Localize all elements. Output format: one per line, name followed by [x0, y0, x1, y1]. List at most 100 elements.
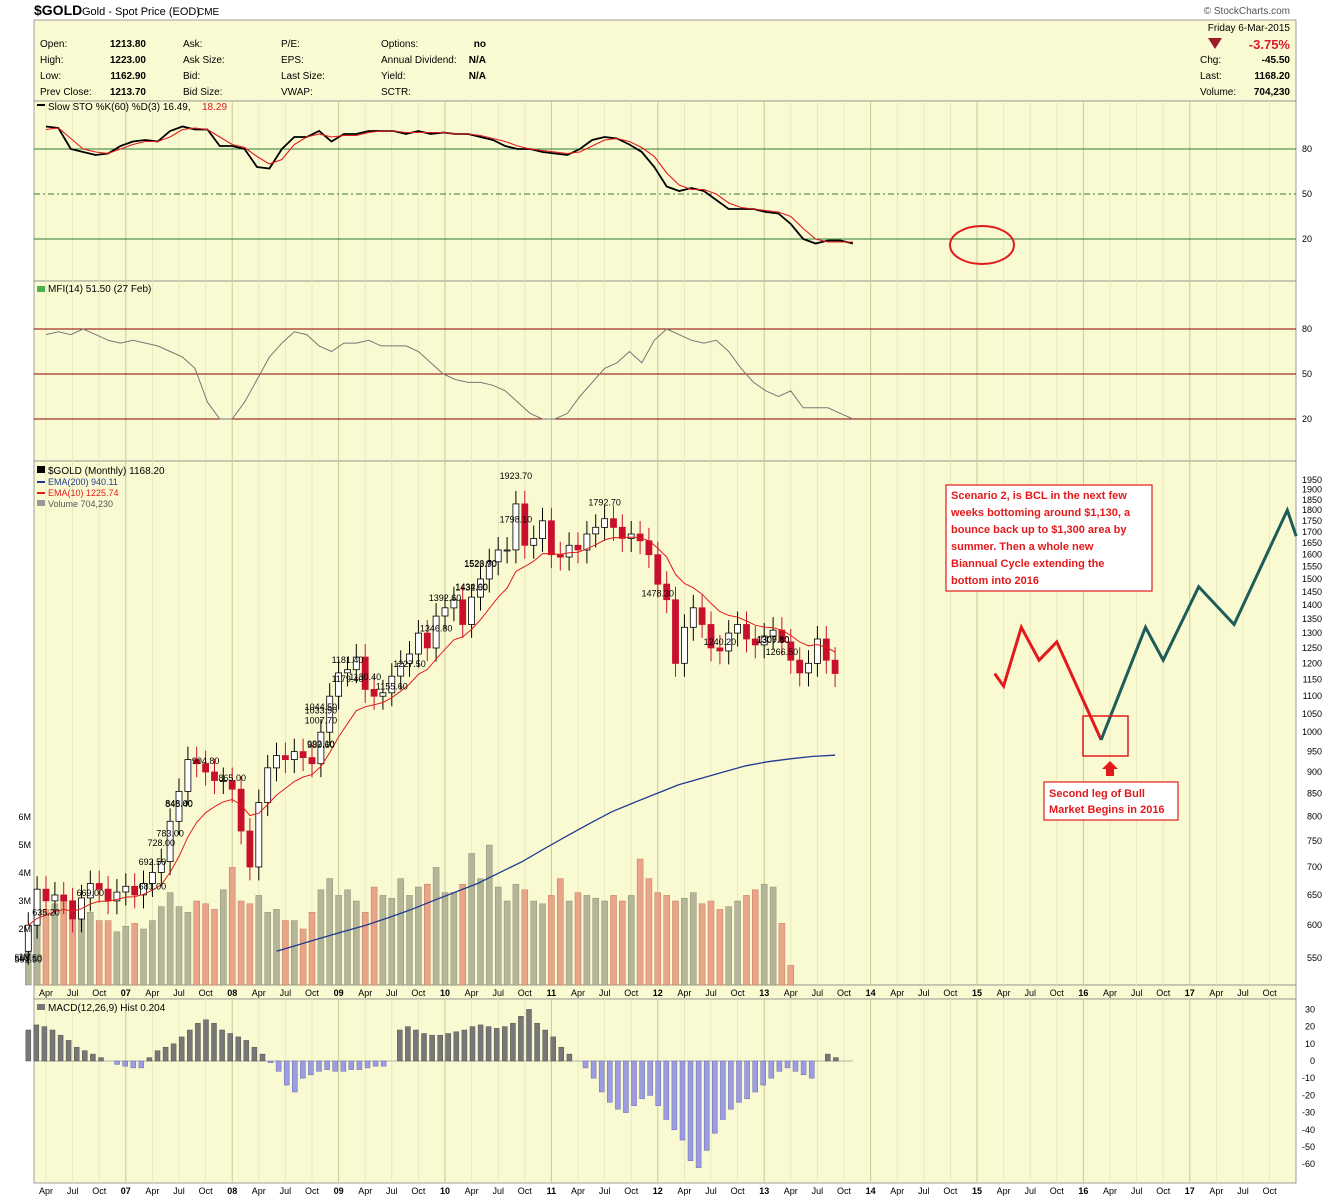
candle-body [681, 626, 688, 664]
candle-body [503, 549, 511, 552]
date-tick-label: Oct [837, 1186, 852, 1196]
date-tick-label: Oct [518, 1186, 533, 1196]
candle-body [494, 549, 502, 563]
macd-hist-bar [154, 1050, 161, 1062]
date-tick-label: 15 [972, 988, 982, 998]
date-tick-label: 10 [440, 1186, 450, 1196]
date-tick-label: 16 [1078, 988, 1088, 998]
mfi-tick-label: 20 [1302, 414, 1312, 424]
candle-body [246, 830, 254, 868]
candle-body [459, 599, 467, 625]
quote-block: Open: 1213.80 High: 1223.00 Low: 1162.90… [40, 23, 1290, 98]
date-tick-label: Oct [1156, 988, 1171, 998]
macd-hist-bar [566, 1053, 573, 1062]
macd-hist-bar [736, 1060, 742, 1103]
macd-hist-bar [372, 1060, 379, 1067]
quote-chg-label: Chg: [1200, 55, 1221, 66]
macd-hist-bar [623, 1060, 629, 1113]
macd-hist-bar [776, 1060, 783, 1072]
volume-bar [681, 897, 688, 986]
date-tick-label: Oct [92, 1186, 107, 1196]
macd-hist-bar [356, 1060, 363, 1070]
price-label: 1346.80 [420, 624, 453, 634]
mfi-tick-label: 50 [1302, 369, 1312, 379]
price-tick-label: 1150 [1303, 674, 1322, 684]
candle-body [618, 526, 626, 539]
volume-bar [663, 895, 670, 986]
quote-bid-label: Bid: [183, 71, 200, 82]
macd-hist-bar [195, 1022, 201, 1062]
date-tick-label: Jul [1237, 988, 1249, 998]
macd-hist-bar [187, 1029, 193, 1062]
volume-bar [202, 903, 209, 986]
mfi-legend-icon [37, 286, 45, 292]
price-tick-label: 1650 [1302, 538, 1322, 548]
candle-body [335, 672, 343, 697]
candle-body [148, 872, 156, 884]
bull-note-box [1043, 781, 1179, 821]
candle-body [663, 583, 671, 601]
macd-hist-bar [364, 1060, 371, 1069]
macd-hist-bar [607, 1060, 613, 1103]
macd-hist-bar [833, 1057, 839, 1062]
price-label: 1792.70 [588, 498, 621, 508]
candle-body [769, 629, 777, 637]
date-tick-label: Jul [280, 1186, 292, 1196]
volume-bar [282, 920, 289, 986]
macd-hist-bar [655, 1060, 661, 1106]
price-tick-label: 1300 [1302, 628, 1322, 638]
sto-legend-icon [37, 104, 45, 106]
quote-open-value: 1213.80 [110, 39, 147, 50]
candle-body [450, 599, 458, 609]
macd-hist-bar [397, 1029, 403, 1062]
volume-tick-label: 2M [18, 924, 31, 934]
volume-bar [246, 903, 254, 986]
candle-body [583, 533, 591, 551]
date-tick-label: Apr [890, 988, 904, 998]
date-tick-label: Apr [465, 988, 479, 998]
price-tick-label: 1250 [1302, 643, 1322, 653]
date-tick-label: 15 [972, 1186, 982, 1196]
quote-bidsize-label: Bid Size: [183, 87, 222, 98]
macd-hist-bar [453, 1031, 460, 1062]
candle-body [521, 503, 529, 546]
price-label: 1392.60 [429, 593, 462, 603]
price-label: 1309.10 [757, 635, 790, 645]
quote-open-label: Open: [40, 39, 67, 50]
quote-volume-value: 704,230 [1254, 87, 1291, 98]
quote-options-label: Options: [381, 39, 418, 50]
date-tick-label: Apr [252, 1186, 266, 1196]
candle-body [565, 544, 573, 558]
date-tick-label: Jul [918, 1186, 930, 1196]
macd-hist-bar [639, 1060, 645, 1100]
macd-tick-label: -20 [1302, 1090, 1315, 1100]
sto-title-d: 18.29 [202, 102, 227, 113]
candle-body [725, 632, 733, 652]
scenario-line-2: weeks bottoming around $1,130, a [950, 507, 1131, 519]
volume-bar [530, 900, 537, 986]
volume-bar [769, 886, 777, 986]
volume-tick-label: 6M [18, 812, 31, 822]
volume-bar [264, 911, 271, 986]
macd-hist-bar [146, 1057, 153, 1062]
date-tick-label: Jul [599, 1186, 611, 1196]
stochastic-plot [34, 125, 1296, 245]
date-tick-label: Apr [784, 988, 798, 998]
volume-bar [370, 886, 378, 986]
date-tick-label: 11 [547, 988, 557, 998]
macd-hist-bar [90, 1053, 96, 1062]
candle-body [698, 607, 706, 625]
price-tick-label: 1600 [1302, 550, 1322, 560]
candle-body [397, 662, 405, 677]
macd-hist-bar [712, 1060, 718, 1134]
date-tick-label: Apr [358, 1186, 372, 1196]
candle-body [361, 656, 369, 690]
macd-hist-bar [267, 1060, 274, 1063]
macd-hist-bar [405, 1026, 411, 1062]
date-tick-label: Jul [1024, 988, 1036, 998]
candle-body [104, 888, 112, 902]
price-label: 904.80 [192, 756, 220, 766]
volume-bar [184, 911, 192, 986]
candle-body [51, 894, 59, 902]
volume-bar [539, 903, 546, 986]
